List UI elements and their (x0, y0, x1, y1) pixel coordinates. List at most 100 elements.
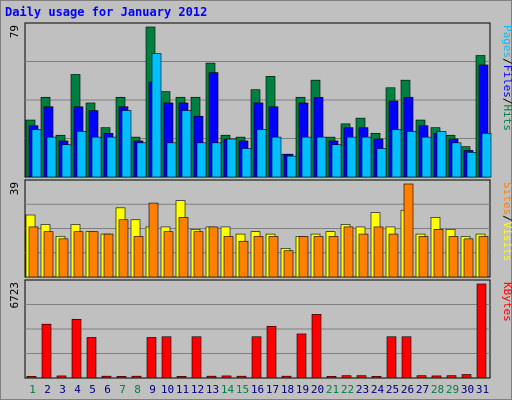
x-tick-label-day-11: 11 (176, 383, 189, 396)
bar-pages-day-2 (46, 136, 57, 178)
bar-kbytes-day-1 (26, 376, 37, 379)
x-tick-label-day-13: 13 (206, 383, 219, 396)
bar-kbytes-day-20 (311, 314, 322, 379)
bar-sites-day-19 (298, 236, 309, 278)
x-tick-label-day-14: 14 (221, 383, 235, 396)
legend-entry-files: Files (501, 65, 512, 98)
bar-pages-day-24 (376, 148, 387, 178)
bar-kbytes-day-17 (266, 325, 277, 379)
bar-kbytes-day-30 (461, 374, 472, 379)
bar-sites-day-10 (163, 231, 174, 278)
chart-marks: 79Pages/Files/Hits39Sites/Visits6723KByt… (8, 22, 512, 396)
y-max-label: 6723 (8, 282, 21, 309)
bar-pages-day-5 (91, 136, 102, 178)
bar-pages-day-6 (106, 136, 117, 178)
bar-kbytes-day-21 (326, 376, 337, 379)
bar-sites-day-30 (463, 238, 474, 278)
x-tick-label-day-5: 5 (89, 383, 96, 396)
bar-pages-day-14 (226, 138, 237, 178)
x-tick-label-day-22: 22 (341, 383, 354, 396)
bar-pages-day-4 (76, 131, 87, 178)
bar-sites-day-4 (73, 231, 84, 278)
bar-kbytes-day-2 (41, 323, 52, 379)
y-max-label: 39 (8, 182, 21, 195)
bar-kbytes-day-7 (116, 376, 127, 379)
bar-sites-day-3 (58, 238, 69, 278)
bar-kbytes-day-12 (191, 336, 202, 379)
bar-sites-day-1 (28, 226, 39, 278)
x-tick-label-day-28: 28 (431, 383, 444, 396)
legend-separator: / (501, 58, 512, 65)
bar-sites-day-31 (478, 236, 489, 278)
legend-separator: / (501, 98, 512, 105)
x-tick-label-day-31: 31 (476, 383, 489, 396)
bar-pages-day-17 (271, 136, 282, 178)
bar-kbytes-day-28 (431, 375, 442, 379)
bar-sites-day-11 (178, 217, 189, 278)
bar-sites-day-24 (373, 226, 384, 278)
x-tick-label-day-8: 8 (134, 383, 141, 396)
bar-pages-day-7 (121, 110, 132, 178)
bar-kbytes-day-18 (281, 375, 292, 379)
bar-kbytes-day-15 (236, 375, 247, 379)
bar-sites-day-17 (268, 236, 279, 278)
x-tick-label-day-18: 18 (281, 383, 294, 396)
x-tick-label-day-24: 24 (371, 383, 385, 396)
bar-sites-day-18 (283, 250, 294, 278)
x-tick-label-day-1: 1 (29, 383, 36, 396)
bar-kbytes-day-9 (146, 337, 157, 379)
bar-sites-day-16 (253, 236, 264, 278)
x-tick-label-day-27: 27 (416, 383, 429, 396)
bar-pages-day-9 (151, 53, 162, 178)
y-max-label: 79 (8, 25, 21, 38)
bar-sites-day-25 (388, 233, 399, 278)
bar-kbytes-day-14 (221, 375, 232, 379)
x-tick-label-day-12: 12 (191, 383, 204, 396)
x-tick-label-day-30: 30 (461, 383, 474, 396)
bar-kbytes-day-26 (401, 336, 412, 379)
legend-entry-pages: Pages (501, 25, 512, 58)
bar-sites-day-23 (358, 233, 369, 278)
bar-pages-day-3 (61, 144, 72, 178)
bar-pages-day-22 (346, 136, 357, 178)
bar-pages-day-1 (31, 129, 42, 178)
bar-sites-day-26 (403, 183, 414, 278)
x-tick-label-day-9: 9 (149, 383, 156, 396)
bar-pages-day-28 (436, 131, 447, 178)
x-tick-label-day-15: 15 (236, 383, 249, 396)
legend-hits-files-pages: Pages/Files/Hits (501, 25, 512, 131)
bar-sites-day-6 (103, 233, 114, 278)
bar-sites-day-9 (148, 202, 159, 278)
x-tick-label-day-3: 3 (59, 383, 66, 396)
bar-sites-day-22 (343, 226, 354, 278)
bar-kbytes-day-5 (86, 337, 97, 379)
x-tick-label-day-21: 21 (326, 383, 339, 396)
bar-kbytes-day-6 (101, 375, 112, 379)
bar-pages-day-25 (391, 129, 402, 178)
bar-kbytes-day-10 (161, 336, 172, 379)
bar-kbytes-day-3 (56, 375, 67, 379)
bar-sites-day-2 (43, 231, 54, 278)
bar-kbytes-day-29 (446, 375, 457, 379)
bar-pages-day-8 (136, 142, 147, 178)
chart-title: Daily usage for January 2012 (5, 5, 208, 19)
bar-kbytes-day-19 (296, 333, 307, 379)
bar-kbytes-day-4 (71, 318, 82, 379)
bar-kbytes-day-8 (131, 375, 142, 379)
x-tick-label-day-26: 26 (401, 383, 414, 396)
legend-separator: / (501, 215, 512, 222)
x-tick-label-day-17: 17 (266, 383, 279, 396)
bar-sites-day-27 (418, 236, 429, 278)
bar-sites-day-20 (313, 236, 324, 278)
bar-pages-day-30 (466, 152, 477, 178)
bar-pages-day-21 (331, 144, 342, 178)
x-tick-label-day-7: 7 (119, 383, 126, 396)
bar-pages-day-13 (211, 142, 222, 178)
bar-kbytes-day-16 (251, 336, 262, 379)
bar-pages-day-20 (316, 136, 327, 178)
x-tick-label-day-16: 16 (251, 383, 264, 396)
legend-visits-sites: Sites/Visits (501, 182, 512, 262)
bar-kbytes-day-31 (476, 283, 487, 379)
x-tick-label-day-6: 6 (104, 383, 111, 396)
